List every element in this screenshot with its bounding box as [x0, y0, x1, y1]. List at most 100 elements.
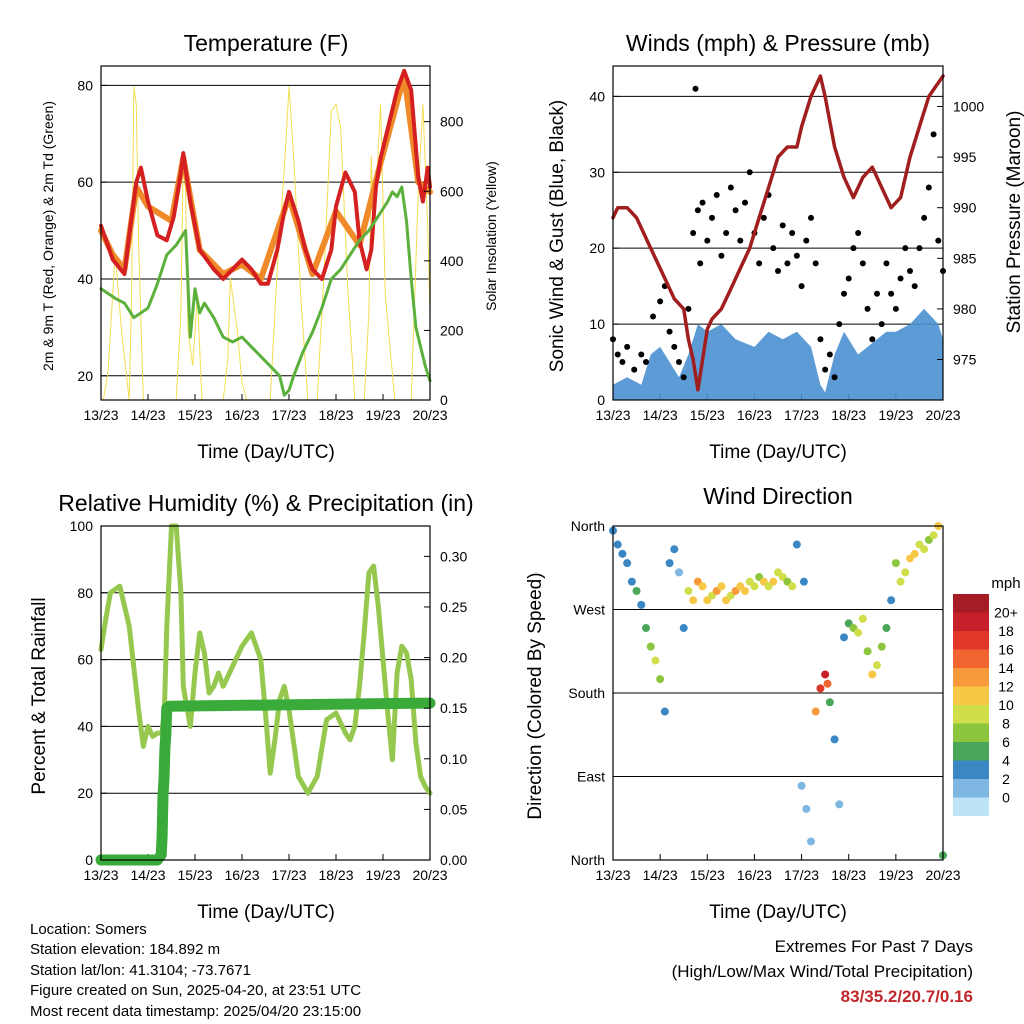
colorbar-swatch — [953, 594, 989, 613]
gust-point — [808, 214, 814, 221]
winds-ylabel-right: Station Pressure (Maroon) — [1004, 111, 1024, 334]
gust-point — [911, 283, 918, 290]
gust-point — [746, 169, 753, 176]
temperature-ylabel-left: 2m & 9m T (Red, Orange) & 2m Td (Green) — [40, 101, 56, 371]
gust-point — [624, 343, 631, 350]
colorbar-swatch — [953, 686, 989, 705]
y-tick-label: 20 — [77, 785, 93, 801]
y2-tick-label: 1000 — [953, 98, 984, 114]
temperature-xlabel: Time (Day/UTC) — [197, 442, 335, 463]
direction-ylabel-left: Direction (Colored By Speed) — [525, 572, 546, 819]
gust-point — [925, 184, 932, 191]
direction-point — [901, 568, 910, 577]
direction-point — [741, 586, 749, 595]
gust-point — [704, 237, 711, 244]
x-tick-label: 15/23 — [177, 867, 212, 883]
y-tick-label: 40 — [77, 718, 93, 734]
direction-point — [750, 582, 759, 591]
y-tick-label: West — [573, 602, 605, 618]
pressure-line — [611, 74, 945, 392]
direction-point — [788, 582, 797, 591]
x-tick-label: 15/23 — [177, 407, 212, 423]
gust-point — [718, 252, 725, 259]
extremes-box: Extremes For Past 7 Days (High/Low/Max W… — [672, 934, 973, 1009]
gust-point — [798, 283, 805, 290]
gust-point — [930, 131, 937, 138]
direction-point — [637, 600, 646, 609]
direction-point — [854, 628, 863, 637]
x-tick-label: 16/23 — [737, 407, 772, 423]
x-tick-label: 18/23 — [831, 407, 866, 423]
colorbar-label: 10 — [998, 697, 1014, 713]
gust-point — [784, 260, 791, 267]
y-tick-label: 30 — [589, 164, 605, 180]
gust-point — [713, 192, 720, 199]
y2-tick-label: 0 — [440, 392, 448, 408]
x-tick-label: 17/23 — [784, 867, 819, 883]
winds-title: Winds (mph) & Pressure (mb) — [626, 30, 930, 56]
direction-point — [868, 670, 877, 679]
direction-point — [873, 661, 881, 670]
direction-panel: Wind Direction Time (Day/UTC) Direction … — [525, 483, 1021, 923]
colorbar-swatch — [953, 723, 989, 742]
x-tick-label: 17/23 — [271, 867, 306, 883]
figure-created: Figure created on Sun, 2025-04-20, at 23… — [30, 982, 362, 1000]
x-tick-label: 13/23 — [595, 407, 630, 423]
gust-point — [916, 245, 923, 252]
y2-tick-label: 985 — [953, 250, 977, 266]
gust-point — [888, 290, 895, 297]
y-tick-label: 20 — [589, 240, 605, 256]
x-tick-label: 16/23 — [737, 867, 772, 883]
gust-point — [789, 230, 796, 236]
x-tick-label: 13/23 — [83, 407, 118, 423]
colorbar-label: 4 — [1002, 753, 1010, 769]
direction-point — [840, 633, 848, 642]
direction-point — [613, 540, 622, 549]
colorbar-label: 6 — [1002, 734, 1010, 750]
gust-point — [817, 336, 824, 343]
extremes-values: 83/35.2/20.7/0.16 — [840, 987, 973, 1006]
y-tick-label: 10 — [589, 316, 605, 332]
direction-title: Wind Direction — [703, 483, 853, 509]
colorbar-swatch — [953, 779, 989, 798]
gust-point — [803, 237, 810, 244]
colorbar-label: 0 — [1002, 790, 1010, 806]
x-tick-label: 18/23 — [318, 867, 353, 883]
y-tick-label: 80 — [77, 585, 93, 601]
gust-point — [864, 305, 871, 312]
station-info: Location: Somers Station elevation: 184.… — [30, 920, 361, 1022]
gust-point — [685, 305, 692, 312]
direction-point — [797, 781, 806, 790]
direction-point — [825, 698, 834, 707]
gust-point — [699, 199, 706, 206]
gust-point — [676, 359, 682, 366]
y-tick-label: 80 — [77, 77, 93, 93]
colorbar-swatch — [953, 797, 989, 816]
colorbar-label: 8 — [1002, 716, 1010, 732]
gust-point — [614, 351, 621, 358]
gust-point — [822, 366, 829, 373]
gust-point — [742, 199, 748, 206]
y2-tick-label: 600 — [440, 183, 464, 199]
gust-point — [692, 85, 699, 92]
station-elevation: Station elevation: 184.892 m — [30, 941, 221, 959]
direction-point — [811, 707, 820, 716]
gust-point — [935, 237, 942, 244]
y-tick-label: 60 — [77, 174, 93, 190]
gust-point — [812, 260, 819, 267]
y2-tick-label: 0.20 — [440, 650, 467, 666]
y-tick-label: North — [571, 518, 605, 534]
gust-point — [892, 305, 899, 312]
x-tick-label: 20/23 — [412, 867, 447, 883]
direction-point — [802, 804, 811, 813]
y2-tick-label: 0.05 — [440, 801, 467, 817]
y-tick-label: North — [571, 852, 605, 868]
gust-point — [793, 252, 800, 259]
y2-tick-label: 0.10 — [440, 751, 467, 767]
winds-xlabel: Time (Day/UTC) — [709, 442, 847, 463]
gust-point — [657, 298, 664, 305]
plot-border — [612, 65, 944, 401]
gust-point — [619, 359, 626, 366]
extremes-legend: (High/Low/Max Wind/Total Precipitation) — [671, 962, 973, 981]
gust-point — [869, 336, 876, 343]
